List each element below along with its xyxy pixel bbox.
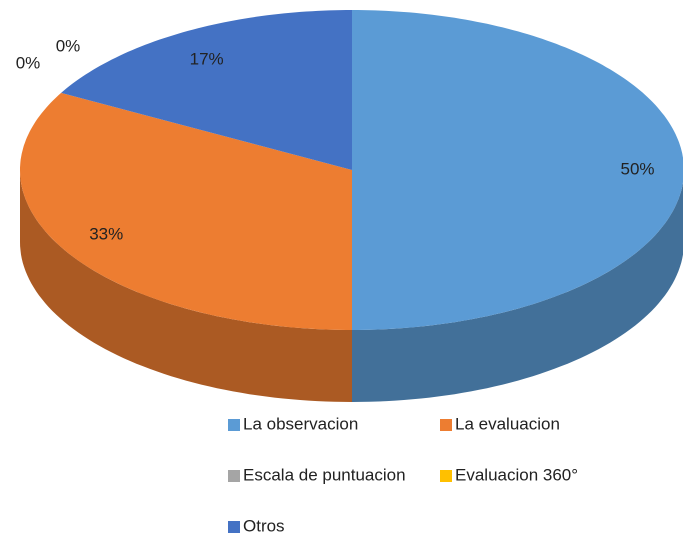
data-labels: 50% 33% 0% 0% 17% — [16, 36, 655, 243]
legend-swatch — [440, 419, 452, 431]
legend-swatch — [228, 470, 240, 482]
pie-slice — [20, 92, 352, 331]
legend: La observacion La evaluacion Escala de pun… — [228, 414, 578, 535]
pie-slice — [352, 10, 683, 330]
pie-sides — [20, 170, 683, 402]
legend-label: La observacion — [243, 414, 358, 433]
pie-tops — [20, 10, 683, 331]
pie-slice-side — [352, 182, 683, 402]
legend-label: Otros — [243, 516, 285, 535]
data-label: 0% — [56, 36, 81, 55]
data-label: 50% — [621, 159, 655, 178]
legend-swatch — [440, 470, 452, 482]
data-label: 33% — [89, 225, 123, 244]
legend-swatch — [228, 419, 240, 431]
legend-swatch — [228, 521, 240, 533]
pie-slice — [61, 10, 352, 170]
pie-slice-side — [20, 170, 352, 402]
data-label: 0% — [16, 53, 41, 72]
data-label: 17% — [190, 49, 224, 68]
legend-label: Evaluacion 360° — [455, 465, 578, 484]
legend-label: La evaluacion — [455, 414, 560, 433]
legend-label: Escala de puntuacion — [243, 465, 406, 484]
